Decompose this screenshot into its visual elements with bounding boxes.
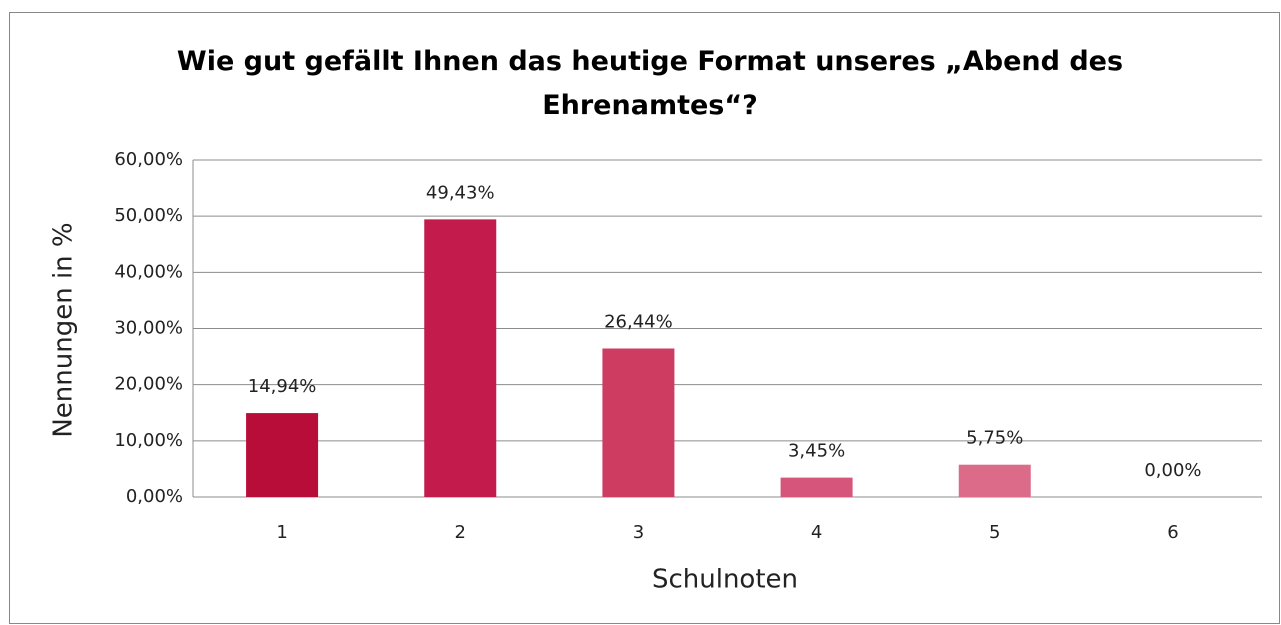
x-tick-label: 5 — [989, 522, 1000, 543]
bar — [780, 477, 853, 497]
bar — [424, 219, 497, 497]
data-label: 49,43% — [426, 182, 495, 203]
x-tick-label: 2 — [455, 522, 466, 543]
data-label: 5,75% — [966, 428, 1023, 449]
bar — [602, 348, 675, 497]
x-tick-label: 1 — [276, 522, 287, 543]
y-tick-label: 60,00% — [114, 149, 183, 170]
data-label: 26,44% — [604, 311, 673, 332]
x-tick-label: 6 — [1167, 522, 1178, 543]
data-label: 0,00% — [1144, 460, 1201, 481]
chart-title: Wie gut gefällt Ihnen das heutige Format… — [176, 46, 1124, 121]
chart-border — [9, 12, 1280, 624]
x-tick-label: 3 — [633, 522, 644, 543]
y-tick-label: 40,00% — [114, 261, 183, 282]
y-axis-label: Nennungen in % — [49, 222, 79, 437]
y-tick-label: 0,00% — [126, 486, 183, 507]
bar — [246, 413, 319, 497]
y-tick-label: 10,00% — [114, 430, 183, 451]
y-tick-label: 50,00% — [114, 205, 183, 226]
x-tick-label: 4 — [811, 522, 822, 543]
bar — [958, 464, 1031, 497]
data-label: 3,45% — [788, 441, 845, 462]
y-tick-label: 20,00% — [114, 374, 183, 395]
data-label: 14,94% — [248, 376, 317, 397]
x-axis-label: Schulnoten — [652, 565, 798, 595]
y-tick-label: 30,00% — [114, 318, 183, 339]
